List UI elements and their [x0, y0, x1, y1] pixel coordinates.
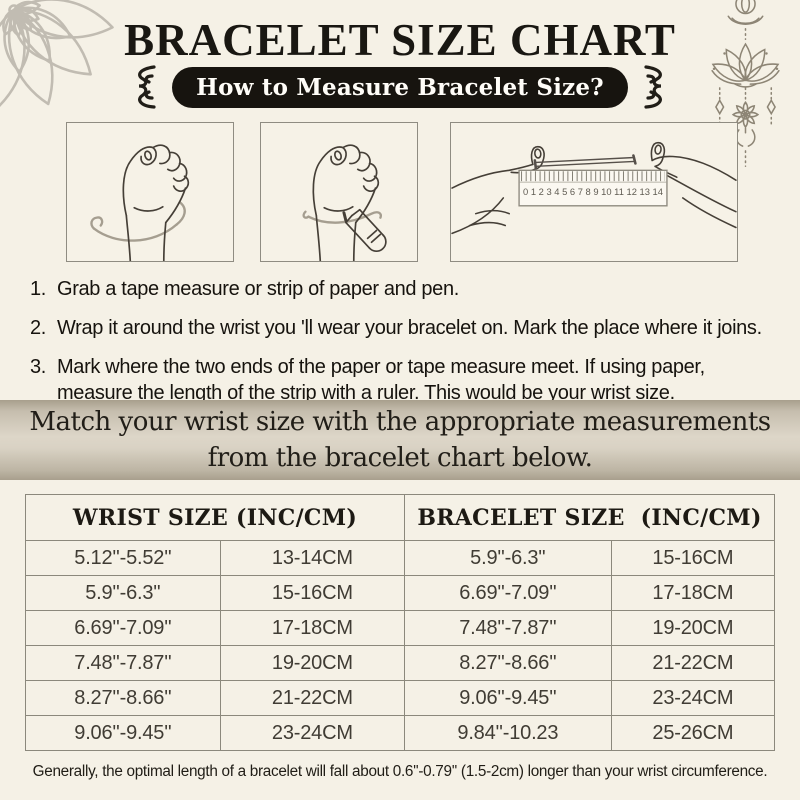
step-1: 1. Grab a tape measure or strip of paper… — [30, 276, 780, 303]
bracelet-cm-cell: 19-20CM — [610, 610, 776, 646]
hands-ruler-icon: 0 1 2 3 4 5 6 7 8 9 10 11 12 13 14 — [451, 141, 737, 235]
step-2-number: 2. — [30, 316, 46, 339]
step-3-number: 3. — [30, 355, 46, 378]
mandala-flower-icon — [0, 0, 117, 113]
table-row: 9.06''-9.45'' 23-24CM 9.84''-10.23 25-26… — [25, 715, 776, 751]
step-3-text: Mark where the two ends of the paper or … — [57, 355, 705, 405]
step-1-text: Grab a tape measure or strip of paper an… — [57, 278, 459, 300]
bracelet-inch-cell: 7.48''-7.87'' — [403, 610, 612, 646]
wrist-inch-cell: 9.06''-9.45'' — [25, 715, 221, 751]
wrist-inch-cell: 7.48''-7.87'' — [25, 645, 221, 681]
bracelet-cm-cell: 17-18CM — [610, 575, 776, 611]
wrist-inch-cell: 6.69''-7.09'' — [25, 610, 221, 646]
step-1-number: 1. — [30, 278, 46, 300]
wrap-tape-illustration — [66, 122, 234, 262]
wrist-size-header: WRIST SIZE (INC/CM) — [25, 494, 405, 541]
flourish-right-icon — [644, 65, 662, 109]
wrist-cm-cell: 13-14CM — [219, 540, 405, 576]
banner-line-2: from the bracelet chart below. — [207, 443, 593, 473]
bracelet-inch-cell: 8.27''-8.66'' — [403, 645, 612, 681]
bracelet-inch-cell: 9.84''-10.23 — [403, 715, 612, 751]
wrist-inch-cell: 8.27''-8.66'' — [25, 680, 221, 716]
wrist-cm-cell: 17-18CM — [219, 610, 405, 646]
ruler-numbers: 0 1 2 3 4 5 6 7 8 9 10 11 12 13 14 — [523, 187, 663, 197]
wrist-cm-cell: 19-20CM — [219, 645, 405, 681]
table-row: 6.69''-7.09'' 17-18CM 7.48''-7.87'' 19-2… — [25, 610, 776, 646]
page-title: BRACELET SIZE CHART — [124, 15, 676, 65]
how-to-measure-badge: How to Measure Bracelet Size? — [172, 66, 628, 108]
steps-list: 1. Grab a tape measure or strip of paper… — [30, 276, 780, 419]
bracelet-inch-cell: 6.69''-7.09'' — [403, 575, 612, 611]
table-row: 5.12''-5.52'' 13-14CM 5.9''-6.3'' 15-16C… — [25, 540, 776, 576]
wrist-inch-cell: 5.12''-5.52'' — [25, 540, 221, 576]
flourish-left-icon — [138, 65, 156, 109]
banner-line-1: Match your wrist size with the appropria… — [29, 407, 771, 437]
wrist-inch-cell: 5.9''-6.3'' — [25, 575, 221, 611]
hand-pen-mark-icon — [302, 144, 387, 261]
step-2-text: Wrap it around the wrist you 'll wear yo… — [57, 316, 762, 339]
hand-tape-wrist-icon — [90, 144, 190, 261]
step-2: 2. Wrap it around the wrist you 'll wear… — [30, 315, 780, 342]
size-table: WRIST SIZE (INC/CM) BRACELET SIZE (INC/C… — [25, 494, 776, 751]
match-size-banner: Match your wrist size with the appropria… — [0, 400, 800, 480]
bracelet-cm-cell: 15-16CM — [610, 540, 776, 576]
wrist-cm-cell: 23-24CM — [219, 715, 405, 751]
table-row: 5.9''-6.3'' 15-16CM 6.69''-7.09'' 17-18C… — [25, 575, 776, 611]
bracelet-cm-cell: 25-26CM — [610, 715, 776, 751]
hanging-lotus-ornament-icon — [709, 0, 782, 167]
illustration-row: 0 1 2 3 4 5 6 7 8 9 10 11 12 13 14 — [66, 122, 738, 262]
wrist-cm-cell: 21-22CM — [219, 680, 405, 716]
bracelet-cm-cell: 21-22CM — [610, 645, 776, 681]
bracelet-inch-cell: 9.06''-9.45'' — [403, 680, 612, 716]
step-3: 3. Mark where the two ends of the paper … — [30, 354, 780, 408]
table-row: 8.27''-8.66'' 21-22CM 9.06''-9.45'' 23-2… — [25, 680, 776, 716]
bracelet-size-header: BRACELET SIZE (INC/CM) — [403, 494, 776, 541]
badge-row: How to Measure Bracelet Size? — [0, 64, 800, 110]
table-header-row: WRIST SIZE (INC/CM) BRACELET SIZE (INC/C… — [25, 494, 776, 541]
wrist-cm-cell: 15-16CM — [219, 575, 405, 611]
mark-pen-illustration — [260, 122, 418, 262]
bracelet-inch-cell: 5.9''-6.3'' — [403, 540, 612, 576]
ruler-measure-illustration: 0 1 2 3 4 5 6 7 8 9 10 11 12 13 14 — [450, 122, 738, 262]
bracelet-cm-cell: 23-24CM — [610, 680, 776, 716]
table-row: 7.48''-7.87'' 19-20CM 8.27''-8.66'' 21-2… — [25, 645, 776, 681]
footer-note: Generally, the optimal length of a brace… — [32, 763, 768, 780]
